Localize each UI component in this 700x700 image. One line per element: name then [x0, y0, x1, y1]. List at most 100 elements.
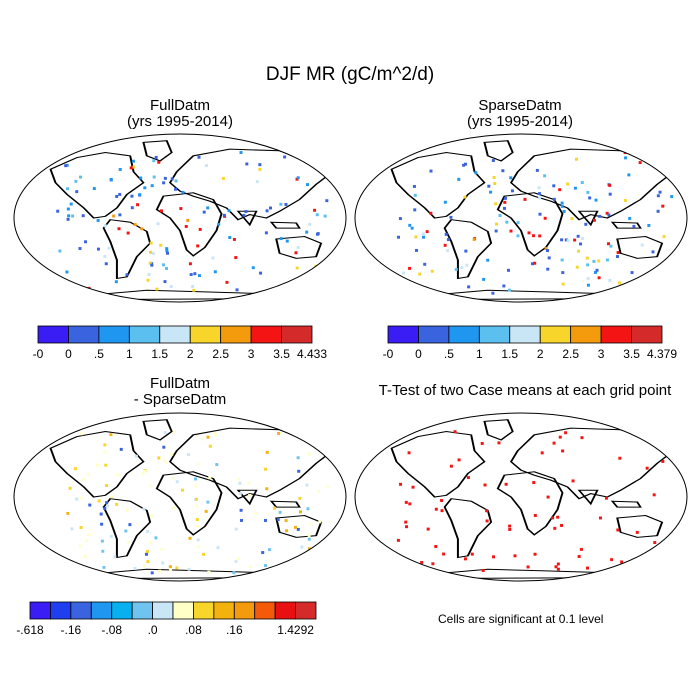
map-sparse: [355, 134, 687, 302]
colorbar-box: [193, 601, 215, 620]
grid-cell: [464, 162, 468, 166]
grid-cell: [194, 484, 198, 488]
grid-cell: [404, 500, 408, 504]
grid-cell: [462, 163, 466, 167]
grid-cell: [494, 229, 498, 233]
grid-cells-sparse: [397, 151, 674, 295]
grid-cell: [99, 512, 103, 516]
colorbar-box: [274, 601, 296, 620]
grid-cell: [155, 287, 159, 291]
grid-cell: [100, 539, 104, 543]
grid-cell: [308, 522, 312, 526]
grid-cells-full: [56, 151, 329, 297]
grid-cell: [575, 157, 578, 161]
grid-cell: [635, 530, 639, 534]
grid-cell: [194, 497, 198, 501]
grid-cell: [538, 196, 542, 200]
grid-cell: [444, 232, 448, 236]
colorbar-label: 2.5: [212, 347, 229, 361]
grid-cell: [278, 510, 282, 514]
grid-cell: [316, 489, 320, 493]
grid-cell: [460, 266, 464, 269]
grid-cell: [610, 558, 614, 562]
grid-cell: [186, 453, 190, 457]
grid-cell: [632, 224, 636, 228]
grid-cell: [238, 481, 242, 485]
grid-cell: [509, 229, 513, 233]
grid-cell: [140, 227, 144, 231]
grid-cell: [97, 499, 101, 503]
grid-cell: [662, 235, 666, 239]
grid-cell: [96, 247, 100, 251]
grid-cell: [597, 276, 601, 280]
grid-cell: [66, 511, 70, 515]
grid-cell: [556, 515, 560, 519]
colorbar-label: -0: [33, 347, 44, 361]
grid-cell: [656, 209, 660, 213]
grid-cell: [217, 222, 221, 226]
grid-cell: [560, 204, 564, 208]
grid-cell: [561, 271, 565, 275]
grid-cell: [429, 211, 433, 215]
grid-cell: [429, 169, 433, 173]
grid-cell: [579, 547, 583, 551]
grid-cell: [232, 237, 236, 241]
grid-cell: [150, 263, 154, 267]
grid-cell: [206, 206, 210, 210]
grid-cell: [248, 493, 252, 497]
grid-cell: [481, 569, 485, 573]
grid-cell: [564, 431, 568, 435]
grid-cell: [150, 184, 154, 188]
colorbar-box: [131, 601, 153, 620]
grid-cell: [265, 450, 269, 454]
grid-cell: [457, 458, 461, 462]
grid-cell: [306, 183, 310, 187]
grid-cell: [307, 452, 311, 456]
grid-cell: [566, 182, 570, 186]
grid-cell: [586, 263, 590, 267]
grid-cell: [162, 459, 166, 463]
colorbar-label: 3.5: [273, 347, 290, 361]
grid-cell: [504, 482, 508, 486]
grid-cell: [425, 230, 429, 234]
grid-cell: [189, 273, 193, 276]
figure-title: DJF MR (gC/m^2/d): [265, 64, 435, 85]
grid-cell: [234, 256, 238, 260]
grid-cell: [307, 537, 311, 541]
grid-cell: [558, 188, 562, 192]
grid-cell: [146, 530, 150, 533]
grid-cell: [658, 190, 662, 194]
colorbar-cb-full: -0 0 .5 1 1.5 2 2.5 3 3.5 4.433: [33, 325, 327, 361]
grid-cell: [133, 223, 137, 227]
grid-cell: [103, 443, 107, 447]
grid-cells-diff: [64, 430, 330, 576]
grid-cell: [227, 209, 231, 213]
grid-cell: [96, 219, 100, 222]
grid-cell: [264, 564, 268, 568]
colorbar-label: 1: [476, 347, 483, 361]
grid-cell: [598, 214, 602, 218]
grid-cell: [553, 526, 557, 530]
grid-cell: [547, 256, 551, 260]
colorbar-label: 0: [65, 347, 72, 361]
grid-cell: [532, 234, 536, 238]
grid-cell: [258, 167, 262, 171]
grid-cell: [513, 554, 517, 558]
grid-cell: [546, 495, 550, 499]
grid-cell: [259, 271, 263, 275]
grid-cell: [492, 555, 496, 559]
grid-cell: [200, 437, 204, 441]
grid-cell: [598, 516, 602, 520]
colorbar-label: 3.5: [623, 347, 640, 361]
colorbar-box: [448, 325, 480, 344]
grid-cell: [296, 246, 300, 249]
grid-cell: [201, 552, 205, 556]
grid-cell: [109, 433, 113, 437]
grid-cell: [538, 192, 541, 196]
grid-cell: [143, 186, 147, 190]
grid-cell: [142, 564, 146, 568]
grid-cell: [552, 197, 556, 201]
grid-cell: [113, 555, 117, 559]
grid-cell: [423, 262, 427, 266]
